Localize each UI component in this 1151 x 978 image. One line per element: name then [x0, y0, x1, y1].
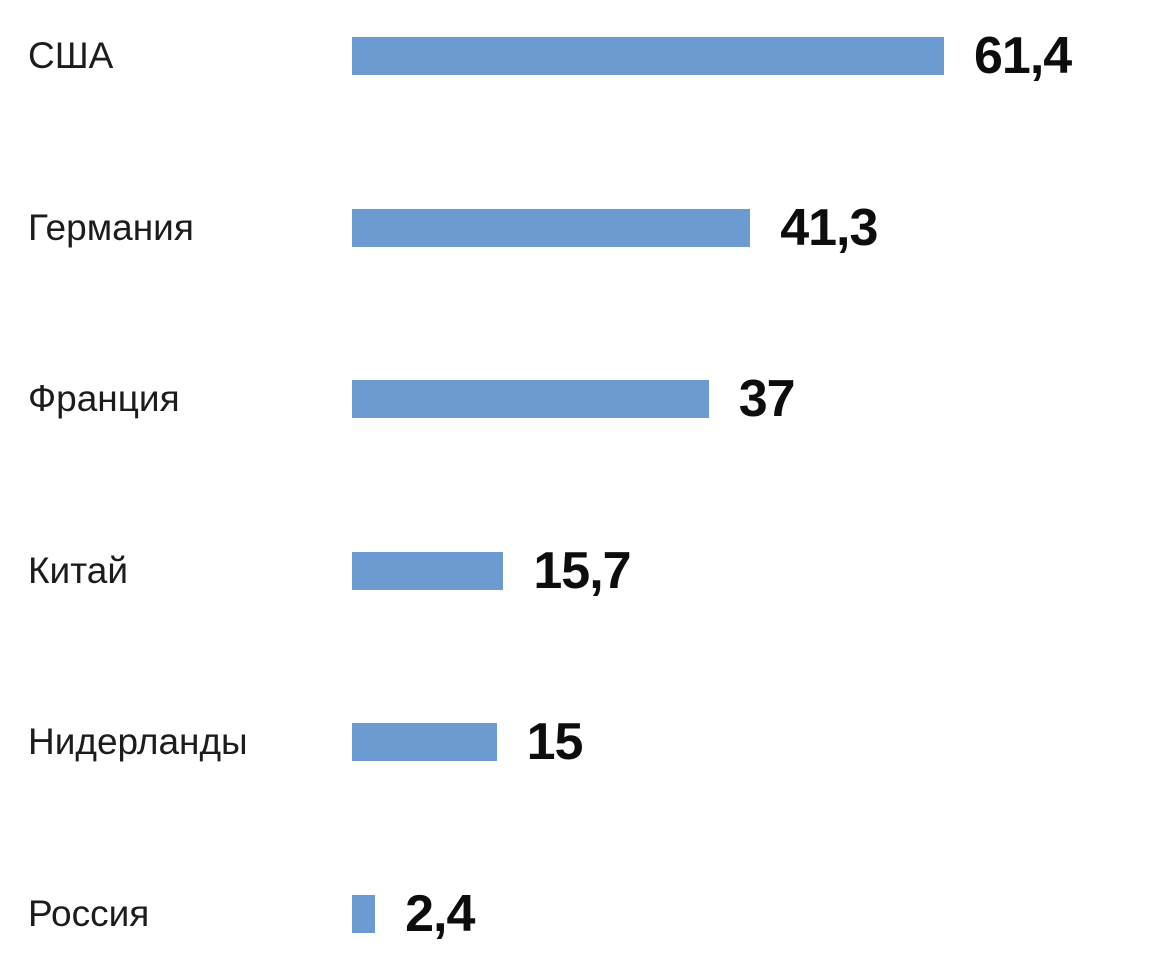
chart-row: Китай 15,7: [0, 539, 1151, 603]
category-label: Россия: [28, 892, 150, 934]
value-label: 15,7: [533, 541, 631, 600]
chart-row: Франция 37: [0, 367, 1151, 431]
value-label: 41,3: [780, 198, 878, 257]
category-label: Германия: [28, 206, 194, 248]
category-label: Китай: [28, 549, 128, 591]
chart-row: Германия 41,3: [0, 196, 1151, 260]
bar-area: 61,4: [352, 26, 1151, 86]
value-label: 15: [526, 713, 584, 772]
bar: [352, 551, 504, 590]
category-label: США: [28, 35, 114, 76]
bar-area: 37: [352, 369, 1151, 429]
bar-area: 41,3: [352, 198, 1151, 258]
bar-area: 2,4: [352, 884, 1151, 944]
bar: [352, 208, 751, 247]
chart-row: Нидерланды 15: [0, 710, 1151, 774]
bar: [352, 37, 944, 75]
chart-row: Россия 2,4: [0, 882, 1151, 946]
value-label: 61,4: [974, 27, 1072, 85]
chart-row: США 61,4: [0, 24, 1151, 88]
bar-area: 15,7: [352, 541, 1151, 601]
category-label: Франция: [28, 378, 180, 420]
value-label: 37: [738, 370, 796, 429]
bar: [352, 723, 497, 762]
bar: [352, 380, 709, 419]
category-label: Нидерланды: [28, 721, 248, 763]
bar: [352, 894, 376, 933]
bar-area: 15: [352, 712, 1151, 772]
value-label: 2,4: [405, 884, 475, 943]
